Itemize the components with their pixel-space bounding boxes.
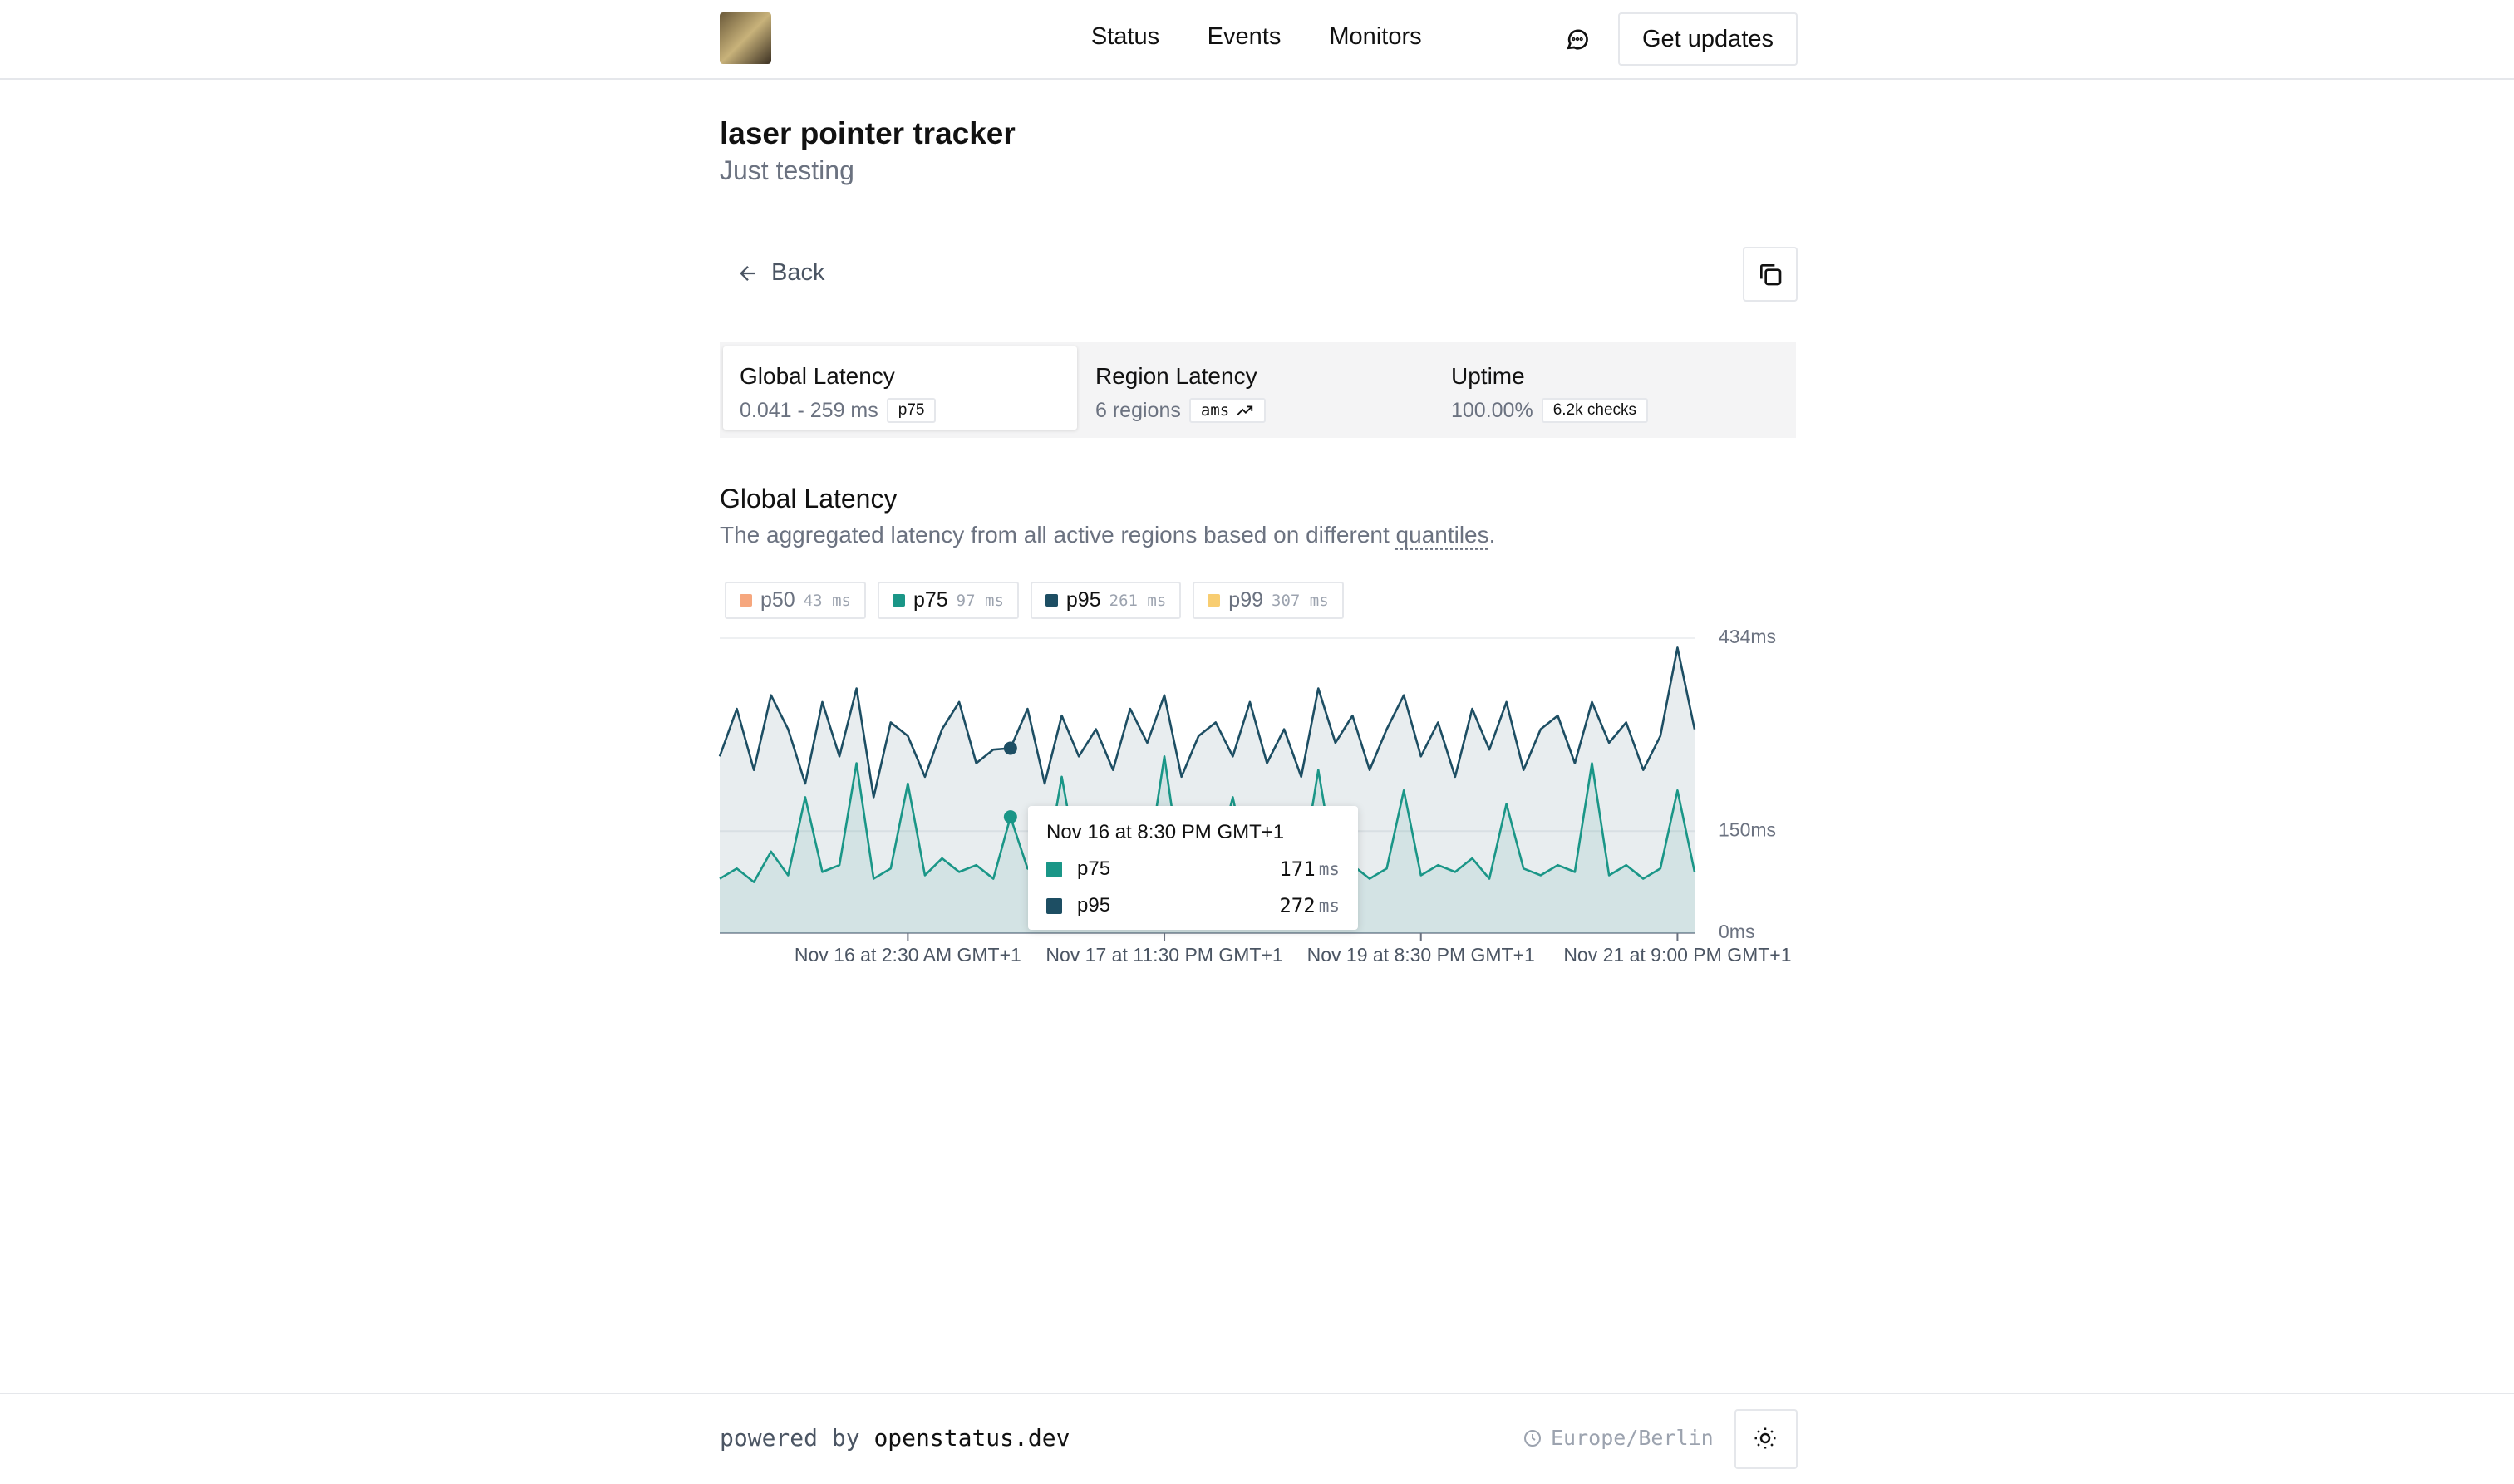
quantiles-link[interactable]: quantiles [1395, 522, 1489, 548]
tooltip-unit: ms [1318, 896, 1340, 916]
legend-item[interactable]: p75 97 ms [877, 582, 1019, 619]
legend-number: 307 [1272, 591, 1301, 610]
tab-title: Region Latency [1095, 363, 1257, 389]
tooltip-swatch [1046, 861, 1062, 877]
legend-item[interactable]: p50 43 ms [725, 582, 866, 619]
back-label: Back [771, 259, 825, 286]
footer [0, 1393, 2514, 1484]
nav-link[interactable]: Monitors [1329, 23, 1422, 50]
tab-detail: 6 regions ams [1095, 398, 1267, 423]
legend-value: 307 ms [1272, 592, 1329, 610]
badge-text: ams [1200, 401, 1230, 420]
legend-value: 261 ms [1109, 592, 1167, 610]
y-tick-label: 0ms [1719, 921, 1754, 942]
legend-item[interactable]: p95 261 ms [1030, 582, 1182, 619]
tab-title: Uptime [1451, 363, 1525, 389]
legend-name: p50 [760, 588, 795, 612]
legend-number: 97 [956, 591, 976, 610]
legend-number: 261 [1109, 591, 1138, 610]
theme-toggle[interactable] [1734, 1409, 1798, 1469]
legend-number: 43 [803, 591, 823, 610]
line [718, 646, 1696, 799]
legend-swatch [1208, 594, 1221, 607]
x-tick-label: Nov 19 at 8:30 PM GMT+1 [1307, 944, 1535, 966]
tab-detail: 100.00% 6.2k checks [1451, 398, 1649, 423]
y-tick-label: 434ms [1719, 626, 1776, 647]
brand-link[interactable]: openstatus.dev [873, 1424, 1070, 1452]
tooltip-value: 171 [1279, 857, 1316, 881]
legend: p50 43 ms p75 97 ms p95 261 ms p99 307 ms [725, 582, 1344, 619]
x-tick-label: Nov 17 at 11:30 PM GMT+1 [1045, 944, 1282, 966]
legend-swatch [892, 594, 905, 607]
hover-point [1003, 810, 1017, 824]
hover-point [1003, 741, 1017, 755]
page-subtitle: Just testing [720, 155, 854, 185]
tooltip-value: 272 [1279, 894, 1316, 917]
header: Status Events Monitors Get updates [0, 0, 2514, 80]
tab-title: Global Latency [740, 363, 895, 389]
trend-icon [1237, 405, 1253, 416]
x-tick-label: Nov 16 at 2:30 AM GMT+1 [795, 944, 1021, 966]
tabs: Global Latency 0.041 - 259 ms p75 Region … [720, 342, 1796, 438]
copy-icon [1760, 264, 1782, 286]
section-description: The aggregated latency from all active r… [720, 522, 1495, 548]
tooltip-row: p75 171 ms [1046, 857, 1340, 881]
powered-by: powered by openstatus.dev [720, 1424, 1070, 1452]
get-updates-button[interactable]: Get updates [1618, 12, 1798, 66]
tab[interactable]: Global Latency 0.041 - 259 ms p75 [723, 346, 1077, 430]
tab-value: 6 regions [1095, 398, 1181, 422]
legend-name: p99 [1228, 588, 1264, 612]
tab[interactable]: Region Latency 6 regions ams [1079, 346, 1433, 430]
feedback-icon[interactable] [1564, 26, 1591, 52]
legend-swatch [740, 594, 752, 607]
description-text: The aggregated latency from all active r… [720, 522, 1390, 548]
tab-value: 0.041 - 259 ms [740, 398, 878, 422]
legend-unit: ms [985, 591, 1004, 610]
clock-icon [1524, 1429, 1541, 1447]
powered-prefix: powered by [720, 1424, 860, 1452]
x-tick-label: Nov 21 at 9:00 PM GMT+1 [1563, 944, 1791, 966]
copy-button[interactable] [1743, 247, 1798, 302]
tooltip-title: Nov 16 at 8:30 PM GMT+1 [1046, 821, 1285, 843]
tooltip-series: p95 [1077, 894, 1111, 916]
back-button[interactable]: Back [736, 259, 824, 287]
tab-badge: p75 [886, 398, 937, 423]
area [720, 756, 1695, 933]
section-title: Global Latency [720, 484, 898, 514]
legend-swatch [1045, 594, 1058, 607]
tooltip-swatch [1046, 897, 1062, 914]
legend-unit: ms [832, 591, 851, 610]
legend-unit: ms [1309, 591, 1329, 610]
timezone: Europe/Berlin [1523, 1426, 1714, 1450]
tab[interactable]: Uptime 100.00% 6.2k checks [1434, 346, 1788, 430]
tooltip-unit: ms [1318, 859, 1340, 879]
legend-name: p75 [913, 588, 948, 612]
description-end: . [1488, 522, 1496, 548]
logo[interactable] [720, 12, 771, 64]
nav-link[interactable]: Events [1207, 23, 1282, 50]
tab-badge: 6.2k checks [1541, 398, 1649, 423]
tab-value: 100.00% [1451, 398, 1533, 422]
tab-badge: ams [1188, 398, 1267, 423]
back-icon [740, 265, 755, 281]
timezone-label: Europe/Berlin [1551, 1426, 1714, 1450]
tooltip-row: p95 272 ms [1046, 894, 1340, 917]
legend-item[interactable]: p99 307 ms [1193, 582, 1344, 619]
sun-icon [1754, 1427, 1776, 1449]
nav-link[interactable]: Status [1090, 23, 1160, 50]
legend-unit: ms [1147, 591, 1167, 610]
legend-name: p95 [1065, 588, 1101, 612]
tab-detail: 0.041 - 259 ms p75 [740, 398, 937, 423]
tooltip: Nov 16 at 8:30 PM GMT+1 p75 171 ms p95 2… [1028, 806, 1358, 930]
y-tick-label: 150ms [1719, 818, 1776, 840]
legend-value: 43 ms [804, 592, 851, 610]
legend-value: 97 ms [957, 592, 1004, 610]
tooltip-series: p75 [1077, 857, 1111, 880]
page-title: laser pointer tracker [720, 116, 1016, 150]
